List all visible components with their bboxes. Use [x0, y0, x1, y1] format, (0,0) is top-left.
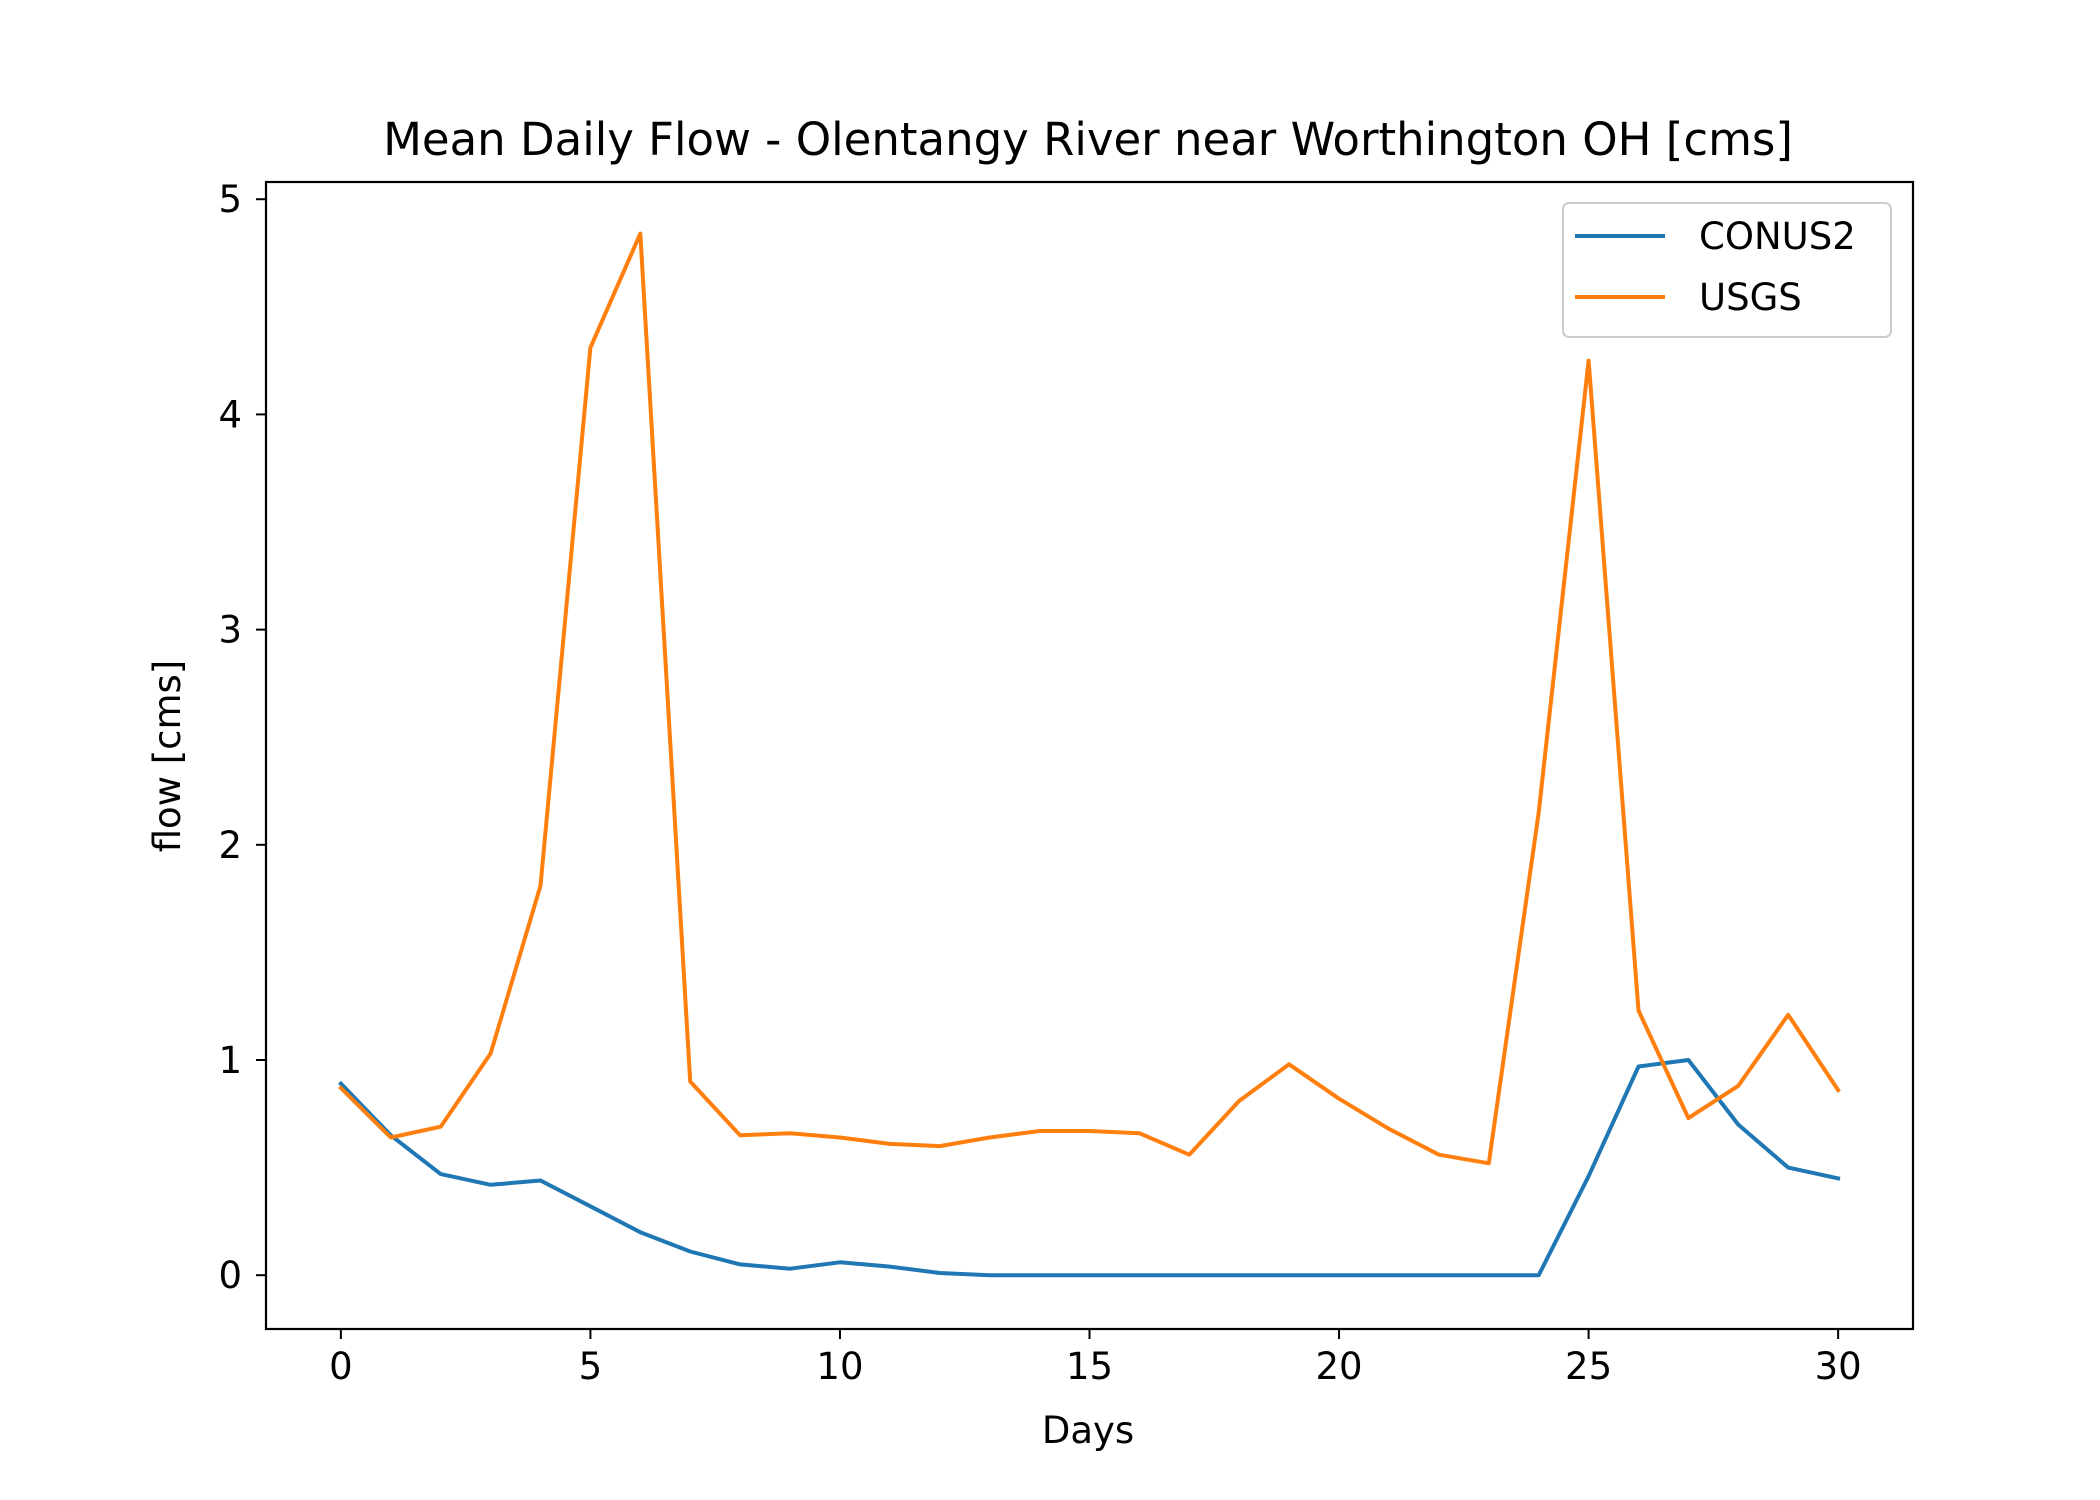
chart-title: Mean Daily Flow - Olentangy River near W… — [383, 113, 1793, 166]
series-line-usgs — [338, 231, 1841, 1166]
legend-label-conus2: CONUS2 — [1699, 215, 1856, 258]
x-tick-label: 10 — [816, 1345, 863, 1388]
x-tick-label: 0 — [329, 1345, 353, 1388]
y-tick-label: 1 — [218, 1039, 242, 1082]
y-axis-label: flow [cms] — [146, 660, 189, 853]
x-axis-label: Days — [1042, 1409, 1134, 1452]
plot-area: 0 5 10 15 20 25 30 0 1 2 3 4 5 — [218, 178, 1915, 1388]
y-tick-label: 5 — [218, 178, 242, 221]
series-line-conus2 — [338, 1058, 1841, 1278]
y-tick-label: 4 — [218, 393, 242, 436]
x-tick-label: 5 — [579, 1345, 603, 1388]
x-tick-label: 20 — [1315, 1345, 1362, 1388]
x-tick-label: 30 — [1815, 1345, 1862, 1388]
x-tick-label: 15 — [1066, 1345, 1113, 1388]
legend-label-usgs: USGS — [1699, 276, 1802, 319]
y-tick-label: 3 — [218, 609, 242, 652]
y-tick-label: 2 — [218, 824, 242, 867]
legend: CONUS2 USGS — [1562, 202, 1892, 338]
x-tick-label: 25 — [1565, 1345, 1612, 1388]
y-tick-label: 0 — [218, 1254, 242, 1297]
